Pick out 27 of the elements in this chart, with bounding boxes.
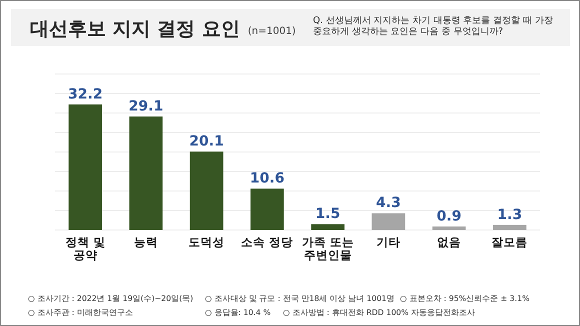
data-label: 1.5 — [315, 206, 340, 222]
x-tick-label: 소속 정당 — [241, 235, 294, 249]
x-tick-label: 잘모름 — [492, 235, 528, 249]
bar — [129, 116, 163, 230]
text: Q. 선생님께서 지지하는 차기 대통령 후보를 결정할 때 가장 중요하게 생각하는 요인은 다음 중 무엇입니까? — [313, 16, 553, 37]
data-label: 0.9 — [436, 208, 462, 224]
bar — [68, 104, 102, 230]
x-tick-label: 능력 — [134, 235, 158, 249]
data-label: 29.1 — [128, 98, 164, 115]
bar — [432, 226, 466, 230]
bar — [372, 213, 406, 230]
data-label: 1.3 — [497, 206, 522, 223]
data-label: 4.3 — [376, 195, 401, 212]
x-tick-label: 정책 및 공약 — [65, 235, 106, 262]
data-label: 10.6 — [250, 170, 284, 187]
x-tick-label: 도덕성 — [188, 235, 225, 249]
x-tick-label: 기타 — [376, 235, 400, 249]
chart-subtitle: (n=1001) — [248, 26, 296, 37]
bar — [190, 152, 224, 230]
bar — [250, 188, 284, 230]
chart-title: 대선후보 지지 결정 요인 — [30, 18, 240, 40]
x-tick-label: 가족 또는 주변인물 — [302, 235, 354, 262]
bar — [311, 224, 344, 230]
x-tick-label: 없음 — [437, 235, 462, 249]
data-label: 20.1 — [189, 134, 224, 150]
bar — [493, 224, 526, 230]
data-label: 32.2 — [68, 86, 103, 102]
